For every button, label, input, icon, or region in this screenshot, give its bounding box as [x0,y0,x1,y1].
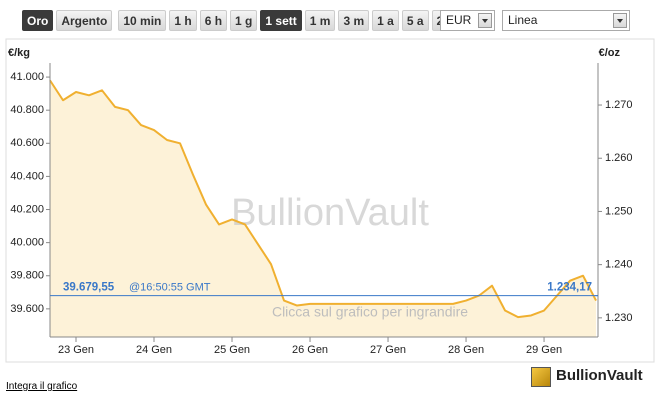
style-value: Linea [508,13,538,27]
toolbar-button[interactable]: 1 sett [260,10,302,31]
x-tick-label: 24 Gen [136,344,172,356]
toolbar-button[interactable]: 1 h [169,10,197,31]
watermark: BullionVault [231,192,429,234]
y-tick-label: 40.000 [10,237,44,249]
y2-tick-label: 1.230 [605,312,633,324]
toolbar-button[interactable]: Argento [56,10,113,31]
toolbar-button[interactable]: 3 m [338,10,370,31]
y2-tick-label: 1.250 [605,205,633,217]
dropdown-arrow [478,13,492,28]
reference-y2-label: 1.234,17 [547,282,592,294]
y-axis-label: €/kg [8,47,30,59]
currency-value: EUR [446,13,472,27]
y2-tick-label: 1.240 [605,259,633,271]
toolbar-button[interactable]: Oro [22,10,54,31]
toolbar-button[interactable]: 10 min [118,10,167,31]
x-tick-label: 23 Gen [58,344,94,356]
toolbar-button[interactable]: 1 a [372,10,399,31]
toolbar-button[interactable]: 1 g [230,10,258,31]
x-tick-label: 29 Gen [526,344,562,356]
y2-tick-label: 1.270 [605,99,633,111]
y-tick-label: 40.600 [10,137,44,149]
reference-label: 39.679,55 [63,282,115,294]
toolbar-button[interactable]: 6 h [199,10,228,31]
y-tick-label: 40.800 [10,104,44,116]
x-tick-label: 26 Gen [292,344,328,356]
dropdown-arrow [613,13,627,28]
line [49,79,597,319]
y-tick-label: 39.800 [10,270,44,282]
embed-link[interactable]: Integra il grafico [6,381,78,392]
y-tick-label: 41.000 [10,71,44,83]
style-select[interactable]: Linea [502,10,630,31]
toolbar-button[interactable]: 5 a [401,10,429,31]
area-fill [50,80,597,338]
y-tick-label: 39.600 [10,303,44,315]
x-tick-label: 27 Gen [370,344,406,356]
reference-time: @16:50:55 GMT [129,282,211,294]
y-tick-label: 40.400 [10,170,44,182]
toolbar-button[interactable]: 1 m [304,10,336,31]
y2-axis-label: €/oz [599,47,621,59]
currency-select[interactable]: EUR [440,10,495,31]
x-tick-label: 28 Gen [448,344,484,356]
y2-tick-label: 1.260 [605,152,633,164]
x-tick-label: 25 Gen [214,344,250,356]
logo-icon [531,367,551,387]
y-tick-label: 40.200 [10,203,44,215]
logo: BullionVault [556,367,643,384]
chart-frame [5,38,655,363]
hint: Clicca sul grafico per ingrandire [272,304,468,320]
